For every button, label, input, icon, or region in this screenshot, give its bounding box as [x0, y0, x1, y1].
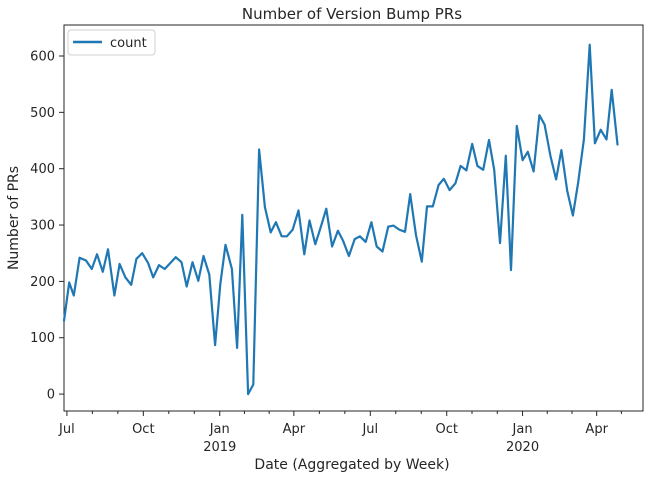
y-axis: 0 100 200 300 400 500 600 [30, 49, 64, 403]
legend: count [67, 29, 156, 56]
x-tick-label: Jan [209, 422, 230, 437]
y-tick-label: 300 [30, 219, 55, 234]
x-tick-label: Oct [435, 422, 457, 437]
plot-frame [63, 24, 644, 412]
series-line-count [62, 43, 619, 396]
x-tick-label: Apr [585, 422, 608, 437]
x-tick-label: Apr [283, 422, 306, 437]
y-tick-label: 200 [30, 275, 55, 290]
x-tick-year-label: 2019 [203, 440, 236, 455]
x-tick-year-label: 2020 [506, 440, 539, 455]
y-tick-label: 0 [47, 388, 55, 403]
x-tick-label: Jul [361, 422, 378, 437]
legend-label: count [110, 36, 147, 51]
x-axis-label: Date (Aggregated by Week) [254, 457, 449, 473]
legend-box [67, 29, 156, 56]
x-tick-label: Jan [512, 422, 533, 437]
x-axis: Jul Oct Jan 2019 Apr Jul Oct Jan 2020 Apr [58, 411, 622, 455]
y-tick-label: 400 [30, 162, 55, 177]
x-tick-label: Jul [58, 422, 75, 437]
series-layer [62, 43, 619, 396]
y-tick-label: 500 [30, 106, 55, 121]
y-tick-label: 600 [30, 49, 55, 64]
y-tick-label: 100 [30, 331, 55, 346]
y-axis-label: Number of PRs [6, 166, 22, 270]
x-tick-label: Oct [132, 422, 154, 437]
chart-title: Number of Version Bump PRs [242, 5, 462, 23]
